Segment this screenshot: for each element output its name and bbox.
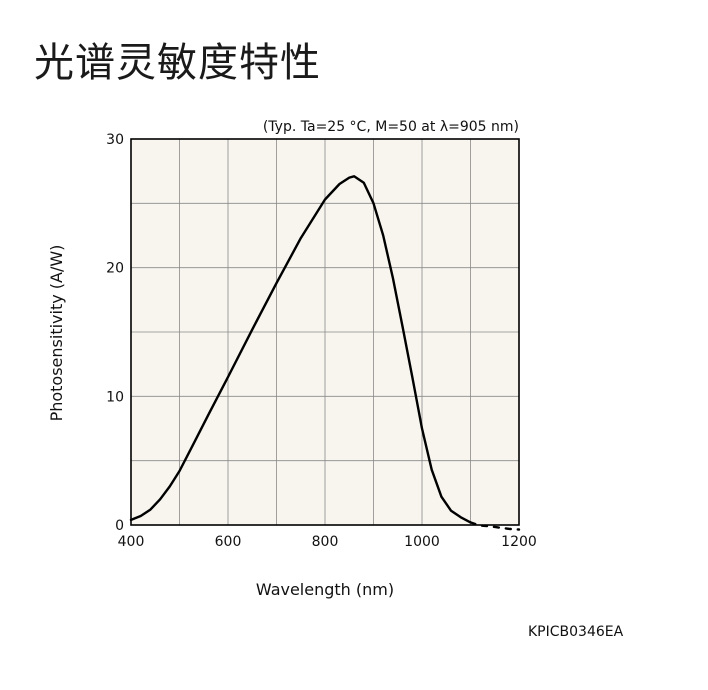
data-curves — [129, 175, 521, 531]
tick-labels: 400 600 800 1000 1200 0 10 20 30 — [106, 132, 537, 550]
measurement-condition: (Typ. Ta=25 °C, M=50 at λ=905 nm) — [263, 119, 519, 135]
series-line-solid — [129, 175, 472, 524]
y-tick-label: 10 — [106, 389, 124, 405]
plot-frame — [130, 138, 520, 526]
x-tick-label: 1200 — [501, 534, 537, 550]
page-title: 光谱灵敏度特性 — [34, 40, 321, 86]
figure-code: KPICB0346EA — [528, 624, 624, 640]
y-tick-label: 20 — [106, 261, 124, 277]
x-tick-label: 800 — [312, 534, 339, 550]
series-line-dashed — [469, 521, 521, 531]
x-tick-label: 1000 — [404, 534, 440, 550]
x-axis-title: Wavelength (nm) — [256, 580, 394, 599]
x-tick-label: 600 — [215, 534, 242, 550]
x-tick-label: 400 — [118, 534, 145, 550]
y-axis-title: Photosensitivity (A/W) — [47, 245, 66, 422]
y-tick-label: 30 — [106, 132, 124, 148]
y-tick-label: 0 — [115, 518, 124, 534]
